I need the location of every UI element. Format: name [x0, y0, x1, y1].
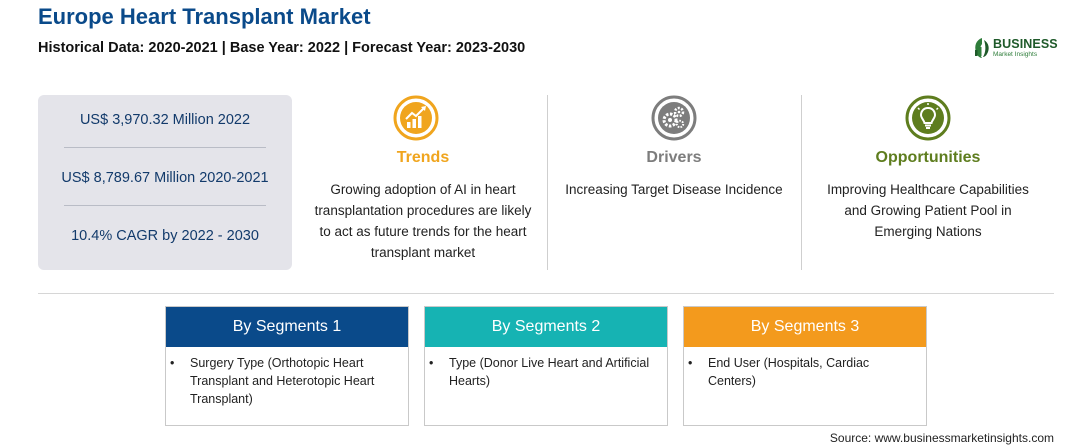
lightbulb-icon [905, 95, 951, 141]
drivers-column: Drivers Increasing Target Disease Incide… [548, 95, 800, 270]
section-divider [38, 293, 1054, 294]
drivers-text: Increasing Target Disease Incidence [565, 182, 783, 197]
stat-divider [64, 205, 266, 206]
stat-divider [64, 147, 266, 148]
logo-name: BUSINESS [993, 37, 1058, 51]
segment-1-item-text: Surgery Type (Orthotopic Heart Transplan… [190, 356, 375, 406]
segment-card-2: By Segments 2 • Type (Donor Live Heart an… [424, 306, 668, 426]
page-subtitle: Historical Data: 2020-2021 | Base Year: … [38, 40, 526, 56]
company-logo: BUSINESS Market Insights [972, 34, 1062, 62]
stat-historical-size: US$ 8,789.67 Million 2020-2021 [61, 170, 269, 186]
segment-card-3: By Segments 3 • End User (Hospitals, Card… [683, 306, 927, 426]
segment-2-item-text: Type (Donor Live Heart and Artificial He… [449, 356, 650, 388]
column-divider [547, 95, 548, 270]
column-divider [801, 95, 802, 270]
trends-heading: Trends [396, 149, 450, 166]
segment-1-item: • Surgery Type (Orthotopic Heart Transpla… [170, 354, 396, 408]
stat-cagr: 10.4% CAGR by 2022 - 2030 [71, 228, 259, 244]
segment-2-heading: By Segments 2 [425, 307, 667, 347]
segment-3-item-text: End User (Hospitals, Cardiac Centers) [708, 356, 870, 388]
gears-icon [651, 95, 697, 141]
logo-mark-icon [975, 38, 989, 58]
segment-1-heading: By Segments 1 [166, 307, 408, 347]
opportunities-heading: Opportunities [875, 149, 981, 166]
opportunities-text: Improving Healthcare Capabilities and Gr… [827, 182, 1029, 239]
bullet-icon: • [170, 356, 175, 370]
bullet-icon: • [688, 356, 693, 370]
segment-3-heading: By Segments 3 [684, 307, 926, 347]
trending-chart-icon [393, 95, 439, 141]
bullet-icon: • [429, 356, 434, 370]
stat-market-size-2022: US$ 3,970.32 Million 2022 [79, 112, 251, 128]
page-title: Europe Heart Transplant Market [38, 4, 371, 29]
market-stats-panel: US$ 3,970.32 Million 2022 US$ 8,789.67 M… [38, 95, 292, 270]
segment-card-1: By Segments 1 • Surgery Type (Orthotopic … [165, 306, 409, 426]
trends-text: Growing adoption of AI in heart transpla… [314, 182, 532, 260]
drivers-heading: Drivers [646, 149, 702, 166]
trends-column: Trends Growing adoption of AI in heart t… [300, 95, 546, 270]
segment-3-item: • End User (Hospitals, Cardiac Centers) [688, 354, 914, 390]
opportunities-column: Opportunities Improving Healthcare Capab… [802, 95, 1054, 270]
segment-2-item: • Type (Donor Live Heart and Artificial H… [429, 354, 655, 390]
logo-tagline: Market Insights [993, 51, 1038, 58]
source-citation: Source: www.businessmarketinsights.com [829, 431, 1054, 445]
